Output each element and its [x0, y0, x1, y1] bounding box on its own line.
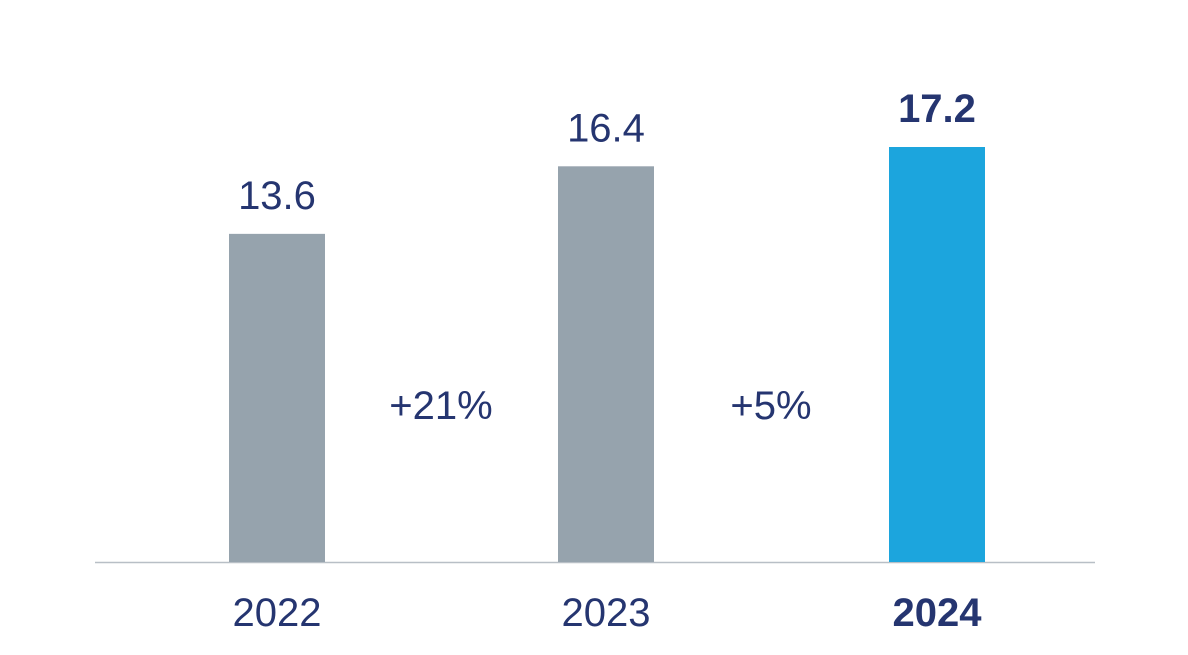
bar-2022	[229, 233, 325, 562]
growth-labels-group: +21% +5%	[389, 384, 811, 428]
bar-2024	[889, 147, 985, 562]
growth-label-2022-2023: +21%	[389, 384, 492, 428]
x-tick-label-2022: 2022	[233, 591, 322, 635]
bars-group	[229, 147, 985, 563]
value-labels-group: 13.6 16.4 17.2	[238, 87, 976, 218]
value-label-2022: 13.6	[238, 174, 316, 218]
bar-2023	[558, 166, 654, 563]
value-label-2023: 16.4	[567, 106, 645, 150]
x-tick-label-2023: 2023	[562, 591, 651, 635]
value-label-2024: 17.2	[898, 87, 976, 131]
x-tick-label-2024: 2024	[893, 591, 983, 635]
growth-label-2023-2024: +5%	[730, 384, 811, 428]
tick-labels-group: 2022 2023 2024	[233, 591, 983, 635]
